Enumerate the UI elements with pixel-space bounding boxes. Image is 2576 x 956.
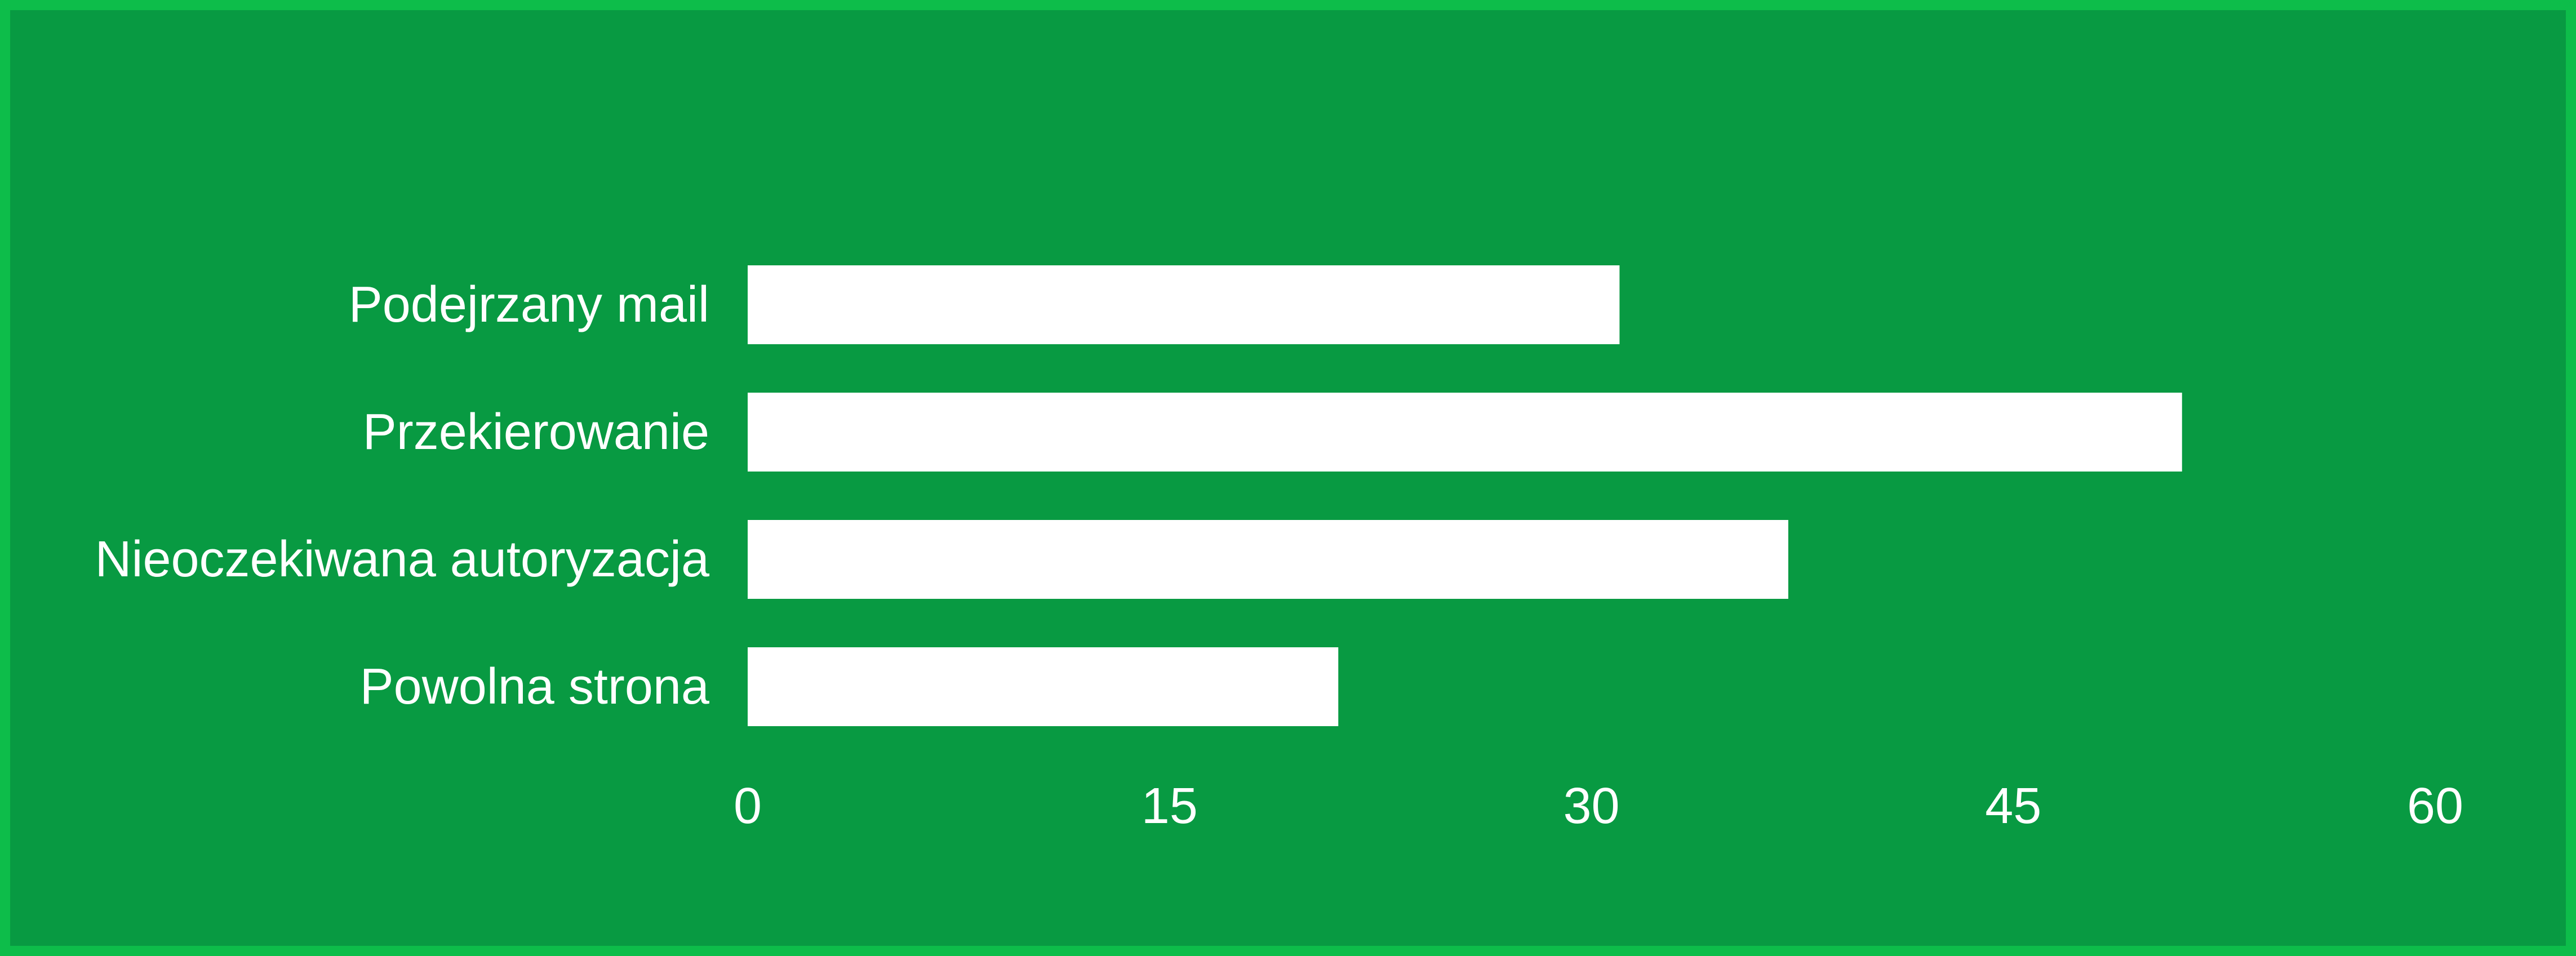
category-labels: Podejrzany mail Przekierowanie Nieoczekiwa… <box>95 277 709 715</box>
category-label-3: Powolna strona <box>360 659 710 715</box>
bar-2 <box>748 520 1788 599</box>
bar-1 <box>748 393 2182 472</box>
category-label-2: Nieoczekiwana autoryzacja <box>95 531 709 588</box>
category-label-0: Podejrzany mail <box>349 277 709 333</box>
bar-0 <box>748 265 1620 344</box>
bar-3 <box>748 647 1339 726</box>
x-axis-tick-labels: 0 15 30 45 60 <box>734 778 2463 834</box>
x-tick-label-0: 0 <box>734 778 762 834</box>
x-tick-label-2: 30 <box>1563 778 1619 834</box>
bar-chart: Podejrzany mail Przekierowanie Nieoczekiwa… <box>95 265 2463 834</box>
x-tick-label-3: 45 <box>1985 778 2041 834</box>
x-tick-label-1: 15 <box>1142 778 1198 834</box>
bars-layer <box>748 265 2182 726</box>
x-tick-label-4: 60 <box>2407 778 2463 834</box>
category-label-1: Przekierowanie <box>363 404 709 460</box>
